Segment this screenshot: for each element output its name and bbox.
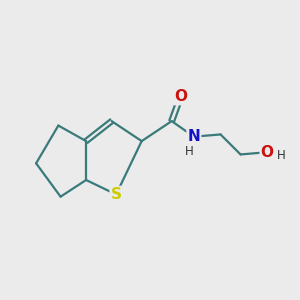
Text: N: N (188, 129, 200, 144)
Text: S: S (111, 187, 122, 202)
Text: H: H (277, 149, 286, 162)
Text: O: O (174, 89, 187, 104)
Text: O: O (261, 145, 274, 160)
Text: H: H (185, 145, 194, 158)
